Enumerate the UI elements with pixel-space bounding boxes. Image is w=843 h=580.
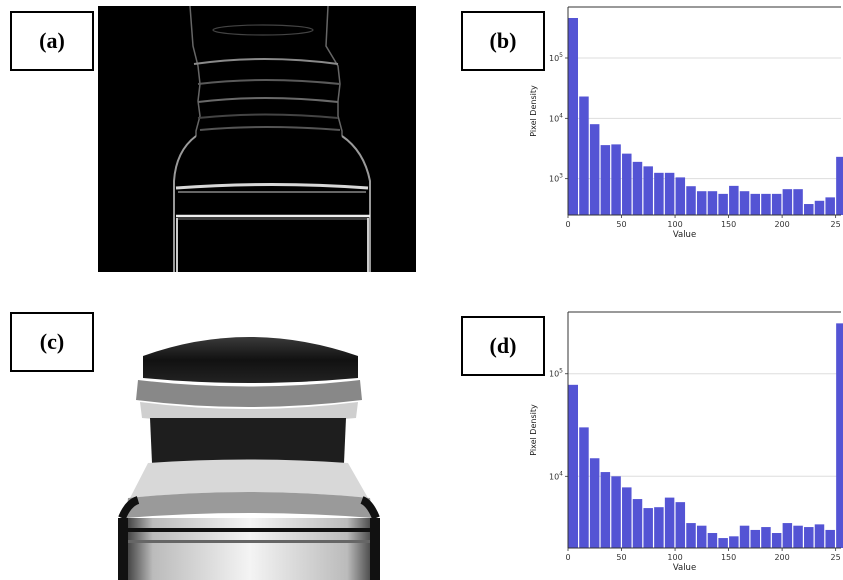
histd-xtick-label: 150 [721,553,736,562]
histb-bar [782,189,793,215]
histb-bar [654,172,664,215]
histb-xtick-label: 100 [667,220,682,229]
histd-bar [771,533,782,548]
histd-xtick-label: 100 [667,553,682,562]
histd-bar [579,427,589,548]
histd-bar [664,497,675,548]
histd-bar [761,527,771,548]
histb-bar [643,166,653,215]
panel-label-a-text: (a) [39,28,65,53]
histb-xtick-label: 0 [565,220,570,229]
histb-ylabel: Pixel Density [529,85,538,137]
histd-bar [675,502,686,548]
panel-label-c-text: (c) [39,329,65,354]
histogram-d: 104 105 0 50 100 150 200 25 Value Pixel Density [520,308,843,574]
histb-bar [600,145,611,215]
vial-dark-image [98,6,416,272]
panel-c-image [118,318,380,580]
histd-bar [568,384,578,548]
histd-bar [696,525,707,548]
histb-bar [739,191,750,215]
histd-bar [654,507,664,548]
panel-label-d-text: (d) [489,333,517,358]
histb-bar [589,124,600,215]
histd-bar [718,538,728,548]
histb-ytick-label: 104 [549,112,563,123]
panel-label-b-text: (b) [489,28,517,53]
histb-bar [761,193,771,215]
histd-bar [825,529,835,548]
histb-bar [622,153,632,215]
histd-bar [793,525,803,548]
histd-ytick-label: 104 [549,470,563,481]
histb-bar [729,185,739,215]
vial-bright-image [118,337,380,580]
histd-bar [632,499,643,548]
histb-bar [686,186,696,215]
histb-bar [707,191,718,215]
histb-bar [718,193,728,215]
histb-bar [825,197,835,215]
histd-bar [643,508,653,548]
panel-a-image [98,6,416,272]
histd-bar [600,472,611,548]
histb-bar [611,144,621,215]
histd-bar [836,323,843,548]
histb-bar [771,193,782,215]
histd-xtick-label: 200 [774,553,789,562]
histb-xtick-label: 50 [616,220,626,229]
histd-bar [622,487,632,548]
histogram-b: 103 104 105 0 50 100 150 200 25 Value Pixel Densit… [520,4,843,240]
histd-xtick-label: 50 [616,553,626,562]
histb-bar [696,191,707,215]
histd-bar [804,527,814,548]
histd-bar [686,523,696,548]
histogram-b-svg: 103 104 105 0 50 100 150 200 25 Value Pixel Densit… [529,6,843,240]
histb-bar [579,96,589,215]
histb-bar [568,18,578,216]
histd-bar [814,524,825,548]
histb-bar [664,172,675,215]
histb-xtick-label: 200 [774,220,789,229]
histd-bar [707,533,718,548]
histd-bar [611,476,621,548]
histb-bar [793,189,803,215]
histd-bar [782,523,793,548]
histd-ytick-label: 105 [549,368,563,379]
histd-ylabel: Pixel Density [529,404,538,456]
histb-xlabel: Value [673,230,696,240]
panel-label-c: (c) [10,312,94,372]
panel-label-a: (a) [10,11,94,71]
histb-bar [675,177,686,215]
histb-bar [836,156,843,215]
panel-label-b: (b) [461,11,545,71]
histd-bar [589,458,600,548]
histd-bar [729,536,739,548]
panel-label-d: (d) [461,316,545,376]
histogram-d-svg: 104 105 0 50 100 150 200 25 Value Pixel Density [529,311,843,573]
histd-xlabel: Value [673,563,696,573]
histb-bar [632,161,643,215]
histb-bar [750,193,760,215]
histd-bar [750,529,760,548]
histb-xtick-label: 150 [721,220,736,229]
histd-bar [739,525,750,548]
histb-bar [804,204,814,215]
histb-ytick-label: 103 [549,173,563,184]
histb-bar [814,200,825,215]
histd-xtick-label: 25 [831,553,841,562]
histb-xtick-label: 25 [831,220,841,229]
histd-xtick-label: 0 [565,553,570,562]
histb-ytick-label: 105 [549,52,563,63]
